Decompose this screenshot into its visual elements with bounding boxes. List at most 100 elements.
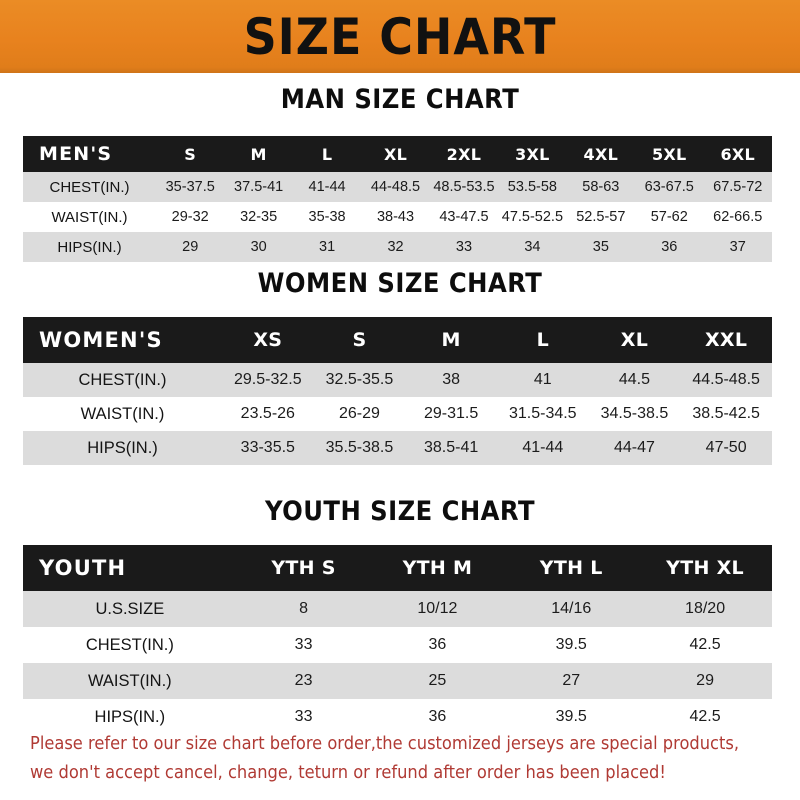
table-cell: 36	[428, 636, 447, 653]
youth-size-table: YOUTH YTH S YTH M YTH L YTH XL U.S.SIZE 8 10/12…	[23, 545, 772, 735]
table-cell: 27	[562, 672, 581, 689]
size-chart-banner: SIZE CHART	[0, 0, 800, 73]
table-row: WAIST(IN.) 23 25 27 29	[23, 663, 772, 699]
table-cell: 38-43	[376, 209, 415, 225]
table-cell: 32.5-35.5	[325, 371, 394, 388]
table-cell: 47-50	[705, 439, 747, 456]
footer-notice-line-1: Please refer to our size chart before or…	[30, 734, 740, 754]
table-cell: 38.5-41	[423, 439, 479, 456]
table-cell: 35-37.5	[165, 179, 215, 195]
table-row: HIPS(IN.) 33 36 39.5 42.5	[23, 699, 772, 735]
table-cell: 37	[729, 239, 746, 255]
table-cell: 58-63	[582, 179, 620, 195]
men-column-header-s: S	[184, 144, 197, 164]
table-cell: 8	[299, 600, 309, 617]
table-cell: 38	[442, 371, 461, 388]
men-table-header-row: MEN'S S M L XL 2XL 3XL 4XL 5XL 6XL	[23, 136, 772, 172]
table-cell: 34	[524, 239, 541, 255]
table-cell: 32	[387, 239, 404, 255]
table-cell: 41-44	[522, 439, 564, 456]
table-cell: 35.5-38.5	[325, 439, 394, 456]
footer-notice: Please refer to our size chart before or…	[30, 730, 740, 788]
table-row: CHEST(IN.) 35-37.5 37.5-41 41-44 44-48.5 48.5…	[23, 172, 772, 202]
men-row-label-waist-in-: WAIST(IN.)	[51, 208, 128, 226]
table-cell: 25	[428, 672, 447, 689]
table-cell: 44-48.5	[370, 179, 421, 195]
table-row: HIPS(IN.) 29 30 31 32 33 34 35 36 37	[23, 232, 772, 262]
youth-size-chart-title: YOUTH SIZE CHART	[264, 496, 536, 527]
table-cell: 44-47	[613, 439, 655, 456]
women-size-table: WOMEN'S XS S M L XL XXL CHEST(IN.) 29.5-32.5 32.5…	[23, 317, 772, 465]
youth-row-label-header: YOUTH	[39, 556, 127, 580]
men-row-label-hips-in-: HIPS(IN.)	[57, 238, 122, 256]
table-cell: 52.5-57	[576, 209, 626, 225]
table-cell: 36	[661, 239, 678, 255]
table-row: WAIST(IN.) 29-32 32-35 35-38 38-43 43-47.5 47.…	[23, 202, 772, 232]
men-size-table: MEN'S S M L XL 2XL 3XL 4XL 5XL 6XL CHEST(IN.) 35-37…	[23, 136, 772, 262]
table-cell: 10/12	[417, 600, 458, 617]
table-cell: 31.5-34.5	[508, 405, 577, 422]
table-cell: 44.5	[618, 371, 650, 388]
table-row: WAIST(IN.) 23.5-26 26-29 29-31.5 31.5-34.5 34…	[23, 397, 772, 431]
women-column-header-xs: XS	[253, 329, 283, 351]
table-cell: 26-29	[339, 405, 380, 422]
men-row-label-header: MEN'S	[39, 143, 113, 165]
table-cell: 39.5	[555, 636, 587, 653]
table-cell: 67.5-72	[713, 179, 763, 195]
banner-title: SIZE CHART	[243, 7, 557, 66]
youth-column-header-yth-l: YTH L	[539, 557, 603, 579]
table-row: U.S.SIZE 8 10/12 14/16 18/20	[23, 591, 772, 627]
table-cell: 36	[428, 708, 447, 725]
men-column-header-2xl: 2XL	[446, 144, 482, 164]
table-cell: 42.5	[689, 708, 721, 725]
table-cell: 39.5	[555, 708, 587, 725]
youth-row-label-u-s-size: U.S.SIZE	[95, 599, 165, 618]
men-column-header-l: L	[321, 144, 333, 164]
table-cell: 41	[533, 371, 552, 388]
table-cell: 48.5-53.5	[433, 179, 495, 195]
table-cell: 29.5-32.5	[234, 371, 302, 388]
table-cell: 57-62	[650, 209, 688, 225]
table-cell: 47.5-52.5	[501, 209, 564, 225]
footer-notice-line-2: we don't accept cancel, change, teturn o…	[30, 763, 666, 783]
table-cell: 42.5	[689, 636, 721, 653]
women-column-header-s: S	[352, 329, 367, 351]
table-cell: 18/20	[685, 600, 726, 617]
table-cell: 29-32	[171, 209, 209, 225]
youth-column-header-yth-m: YTH M	[402, 557, 473, 579]
men-column-header-4xl: 4XL	[583, 144, 619, 164]
women-row-label-hips-in-: HIPS(IN.)	[87, 438, 158, 457]
table-cell: 53.5-58	[507, 179, 557, 195]
men-column-header-m: M	[250, 144, 267, 164]
table-cell: 31	[319, 239, 336, 255]
table-cell: 41-44	[308, 179, 346, 195]
table-cell: 33	[294, 708, 313, 725]
youth-column-header-yth-s: YTH S	[271, 557, 336, 579]
women-row-label-chest-in-: CHEST(IN.)	[78, 370, 167, 389]
table-cell: 32-35	[240, 209, 278, 225]
table-cell: 63-67.5	[644, 179, 694, 195]
table-cell: 33-35.5	[240, 439, 295, 456]
men-table-body: MEN'S S M L XL 2XL 3XL 4XL 5XL 6XL CHEST(IN.) 35-37…	[23, 136, 772, 262]
table-cell: 34.5-38.5	[600, 405, 669, 422]
table-cell: 14/16	[551, 600, 592, 617]
women-column-header-xxl: XXL	[704, 329, 748, 351]
women-row-label-header: WOMEN'S	[39, 328, 163, 352]
men-column-header-3xl: 3XL	[515, 144, 550, 164]
women-table-header-row: WOMEN'S XS S M L XL XXL	[23, 317, 772, 363]
table-cell: 29	[182, 239, 199, 255]
men-column-header-6xl: 6XL	[720, 144, 756, 164]
table-cell: 30	[250, 239, 267, 255]
table-cell: 29-31.5	[423, 405, 479, 422]
women-row-label-waist-in-: WAIST(IN.)	[80, 404, 165, 423]
table-cell: 33	[455, 239, 473, 255]
table-cell: 62-66.5	[713, 209, 763, 225]
youth-row-label-hips-in-: HIPS(IN.)	[94, 707, 166, 726]
table-cell: 29	[696, 672, 714, 689]
men-column-header-xl: XL	[383, 144, 408, 164]
table-cell: 43-47.5	[439, 209, 489, 225]
men-row-label-chest-in-: CHEST(IN.)	[49, 178, 130, 196]
men-column-header-5xl: 5XL	[651, 144, 687, 164]
table-row: CHEST(IN.) 33 36 39.5 42.5	[23, 627, 772, 663]
women-size-chart-title: WOMEN SIZE CHART	[257, 268, 543, 299]
